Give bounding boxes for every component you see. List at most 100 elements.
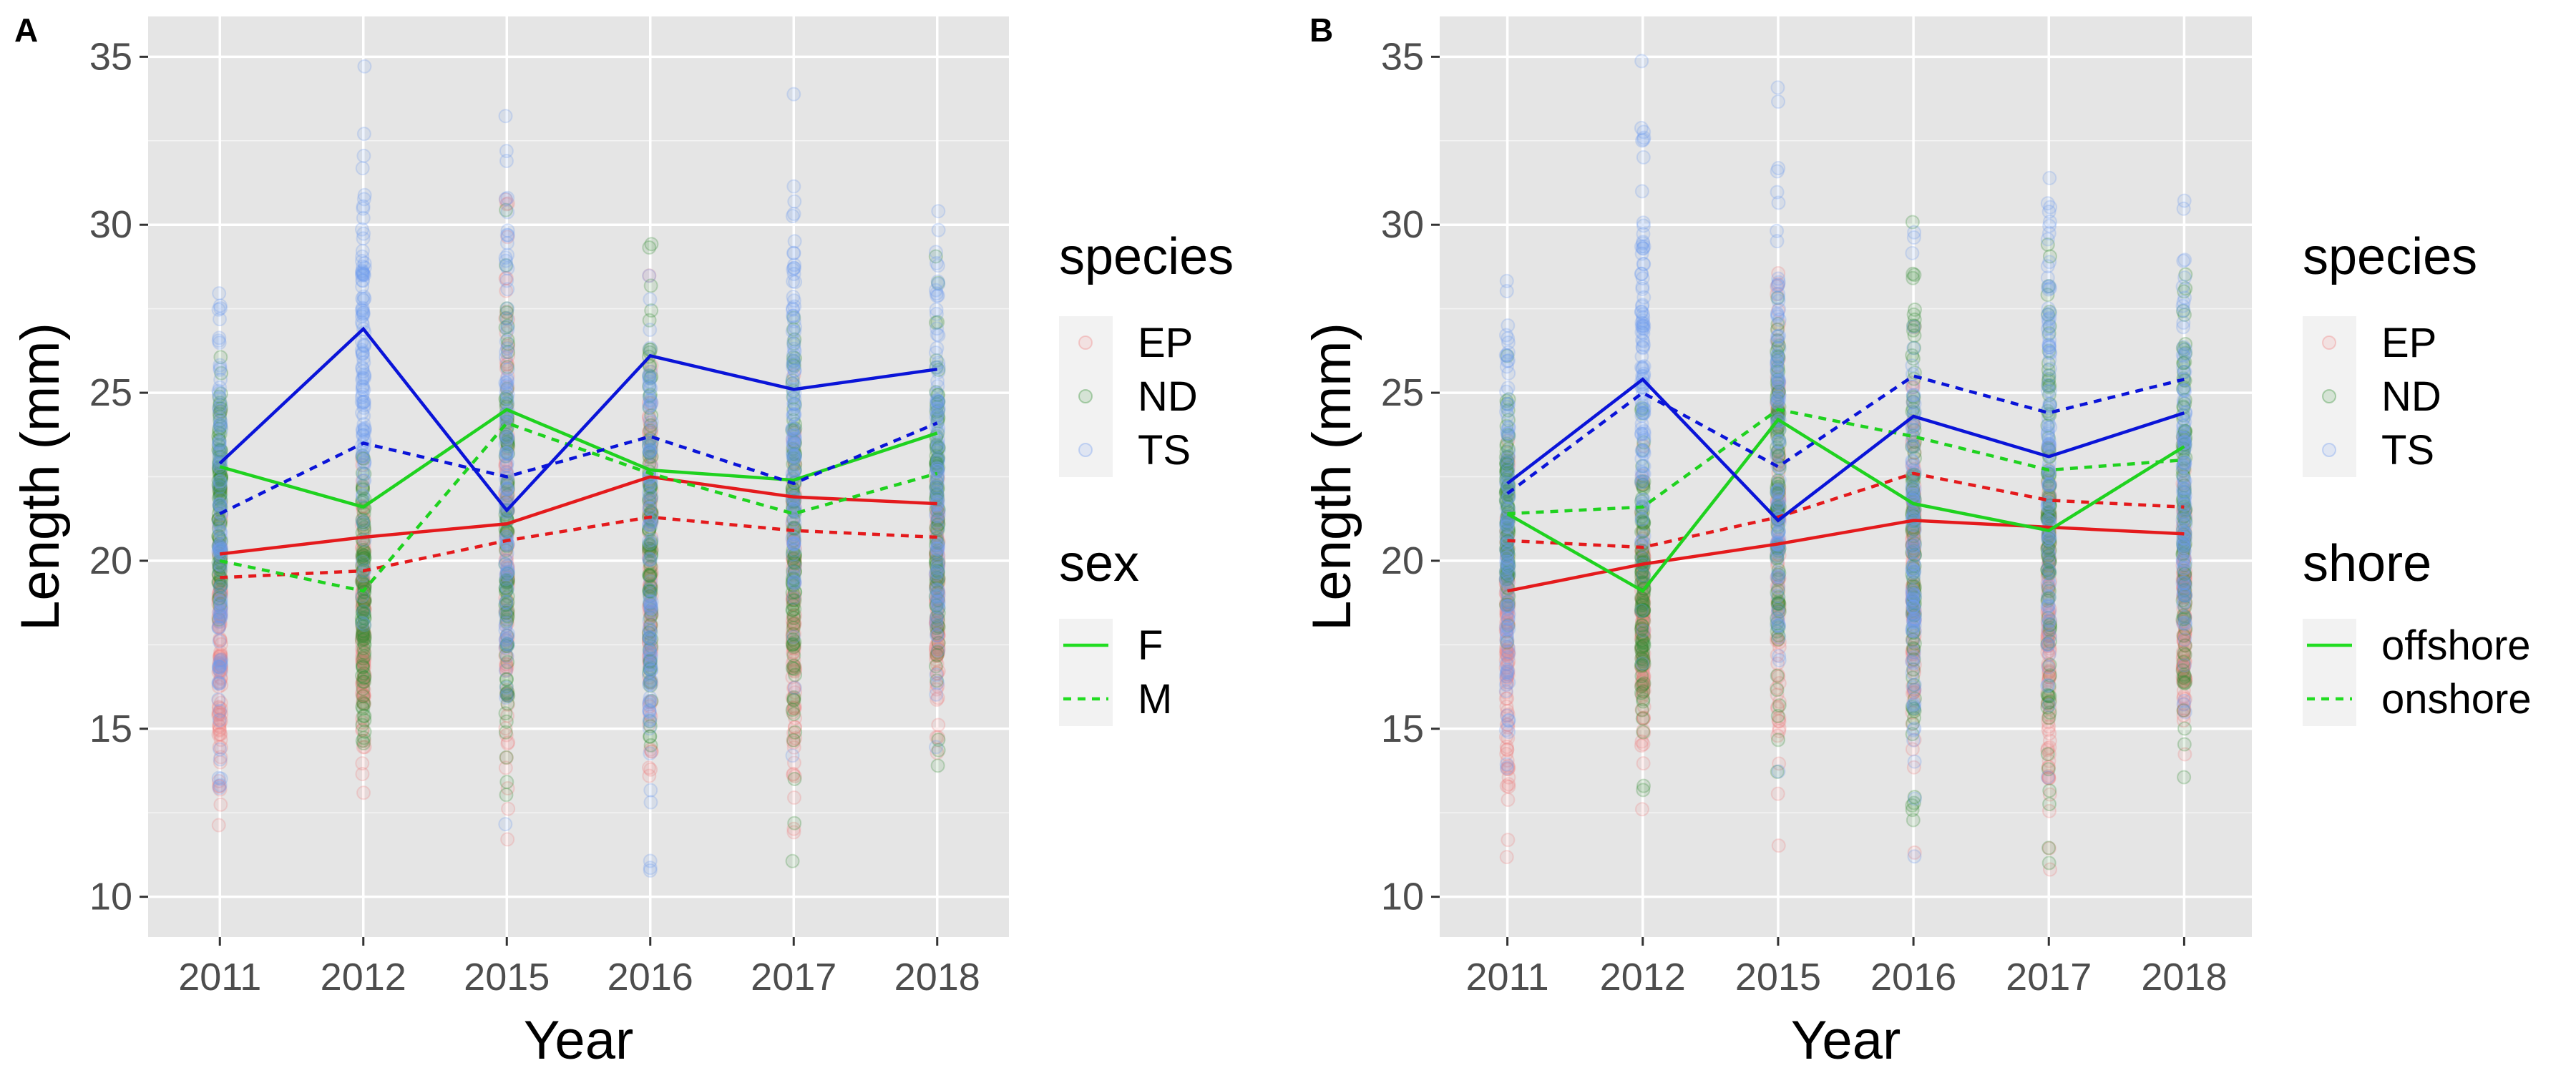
- data-point-ts: [929, 386, 944, 401]
- data-point-ep: [786, 640, 801, 655]
- data-point-ep: [500, 380, 515, 395]
- data-point-ep: [213, 660, 228, 675]
- data-point-ts: [642, 713, 657, 728]
- data-point-ep: [355, 715, 370, 730]
- legend-point-ts: [1078, 443, 1093, 457]
- data-point-ts: [785, 431, 800, 446]
- data-point-nd: [2042, 797, 2057, 812]
- x-tick-label: 2017: [2006, 956, 2092, 999]
- data-point-ts: [355, 488, 370, 503]
- data-point-ep: [213, 727, 228, 742]
- data-point-ep: [498, 648, 513, 663]
- data-point-ep: [642, 645, 657, 660]
- data-point-ep: [499, 592, 514, 607]
- data-point-ts: [1634, 421, 1649, 436]
- data-point-ep: [929, 642, 944, 657]
- data-point-ep: [786, 534, 801, 549]
- data-point-nd: [1636, 783, 1651, 798]
- data-point-ep: [499, 361, 514, 376]
- data-point-ep: [786, 567, 801, 582]
- data-point-ts: [1906, 569, 1921, 584]
- data-point-ts: [1770, 306, 1785, 321]
- data-point-ts: [500, 205, 515, 220]
- data-point-ep: [356, 740, 371, 755]
- data-point-ts: [931, 587, 946, 602]
- data-point-ep: [786, 589, 801, 604]
- data-point-ts: [499, 432, 514, 447]
- data-point-ep: [644, 568, 659, 583]
- x-axis-title: Year: [524, 1010, 634, 1071]
- data-point-ep: [787, 426, 802, 441]
- data-point-ep: [644, 358, 659, 373]
- data-point-nd: [642, 240, 657, 255]
- data-point-ep: [212, 700, 227, 715]
- data-point-ts: [498, 663, 513, 678]
- data-point-ts: [499, 320, 514, 335]
- data-point-ep: [643, 539, 658, 554]
- data-point-ep: [644, 608, 659, 623]
- data-point-ep: [785, 670, 800, 685]
- data-point-ep: [644, 425, 659, 440]
- data-point-ep: [786, 700, 801, 715]
- data-point-ep: [787, 559, 802, 574]
- data-point-ep: [786, 766, 801, 781]
- data-point-ep: [498, 459, 513, 474]
- data-point-ep: [642, 655, 657, 670]
- data-point-ts: [1770, 496, 1785, 511]
- data-point-ep: [213, 671, 228, 686]
- data-point-ts: [213, 752, 228, 767]
- data-point-ts: [498, 618, 513, 633]
- data-point-ep: [500, 357, 515, 372]
- legend-point-nd: [2322, 389, 2336, 403]
- data-point-ep: [787, 685, 802, 700]
- data-point-ts: [499, 456, 514, 471]
- data-point-ep: [355, 572, 370, 587]
- data-point-ep: [786, 547, 801, 562]
- panel-label: B: [1309, 11, 1333, 49]
- data-point-nd: [785, 602, 800, 617]
- data-point-ep: [213, 617, 228, 632]
- data-point-nd: [499, 788, 514, 803]
- data-point-ts: [642, 652, 657, 667]
- data-point-ep: [642, 601, 657, 616]
- data-point-ep: [355, 600, 370, 615]
- data-point-ts: [1906, 544, 1921, 559]
- data-point-ts: [786, 535, 801, 550]
- data-point-ep: [212, 584, 227, 599]
- y-tick-label: 15: [1381, 707, 1424, 750]
- data-point-ep: [499, 662, 514, 677]
- legend-point-ts: [2322, 443, 2336, 457]
- data-point-ep: [644, 565, 659, 580]
- data-point-nd: [1906, 270, 1921, 285]
- data-point-ep: [642, 653, 657, 668]
- data-point-ts: [1501, 345, 1516, 360]
- data-point-ts: [1498, 328, 1513, 343]
- data-point-ep: [642, 717, 657, 732]
- data-point-ep: [642, 411, 657, 426]
- data-point-ts: [1771, 94, 1786, 109]
- data-point-ep: [787, 550, 802, 565]
- data-point-ep: [356, 697, 371, 712]
- data-point-ep: [786, 511, 801, 526]
- data-point-ep: [787, 660, 802, 675]
- data-point-ep: [499, 553, 514, 568]
- data-point-ep: [643, 438, 658, 454]
- data-point-ts: [213, 298, 228, 313]
- data-point-ep: [644, 744, 659, 759]
- data-point-ep: [356, 622, 371, 637]
- data-point-ep: [643, 598, 658, 613]
- data-point-ep: [787, 616, 802, 631]
- data-point-ts: [213, 474, 228, 489]
- data-point-ep: [356, 628, 371, 643]
- data-point-ts: [2177, 193, 2192, 208]
- data-point-ep: [357, 602, 372, 617]
- data-point-ep: [356, 682, 371, 697]
- data-point-ts: [2177, 569, 2192, 584]
- data-point-ep: [500, 571, 515, 586]
- data-point-ts: [1905, 245, 1920, 260]
- data-point-ep: [641, 635, 656, 650]
- data-point-ep: [356, 627, 371, 642]
- data-point-ts: [355, 161, 370, 176]
- data-point-ep: [356, 657, 371, 672]
- legend-label: TS: [1138, 427, 1191, 474]
